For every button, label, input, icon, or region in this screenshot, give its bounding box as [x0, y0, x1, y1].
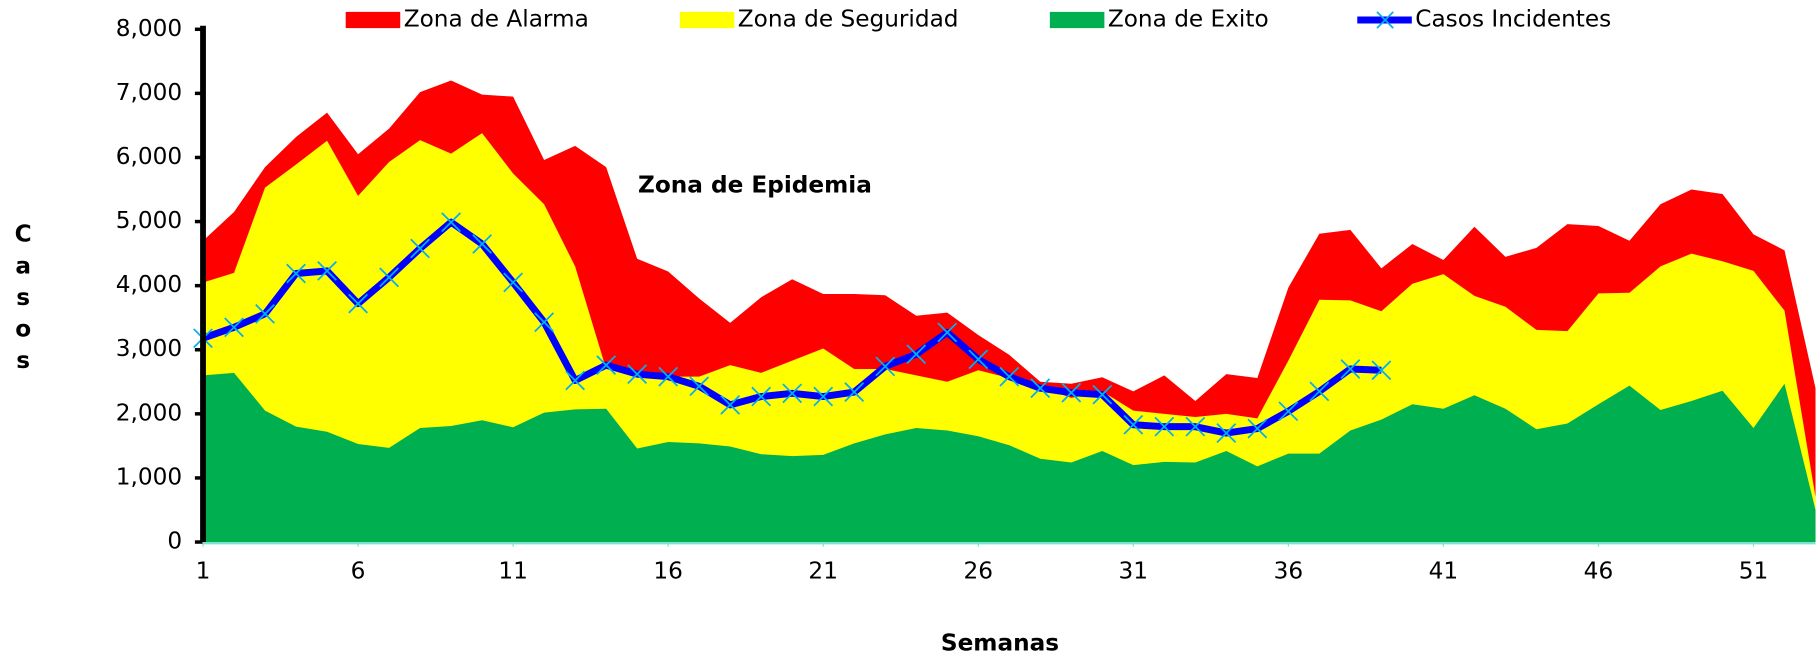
marker	[472, 234, 492, 254]
y-tick-label: 0	[167, 528, 182, 555]
marker	[1278, 401, 1299, 422]
y-tick-label: 4,000	[116, 271, 182, 298]
marker	[658, 366, 679, 387]
legend-item: Zona de Alarma	[345, 5, 589, 32]
y-tick-label: 8,000	[116, 15, 182, 42]
x-tick-label: 41	[1429, 558, 1459, 585]
x-tick-label: 26	[963, 558, 993, 585]
marker	[255, 303, 275, 324]
legend-label: Zona de Exito	[1108, 5, 1269, 32]
plot-area	[193, 80, 1816, 543]
x-tick-label: 6	[351, 558, 366, 585]
legend-item: Zona de Seguridad	[679, 5, 959, 32]
y-tick-label: 3,000	[116, 335, 182, 362]
marker	[1185, 416, 1206, 437]
x-tick-label: 16	[653, 558, 683, 585]
legend-label: Casos Incidentes	[1415, 5, 1611, 32]
marker	[813, 386, 834, 407]
marker	[1216, 423, 1237, 443]
marker	[410, 238, 430, 259]
x-tick-label: 11	[498, 558, 528, 585]
y-tick-label: 5,000	[116, 207, 182, 234]
marker	[441, 212, 461, 233]
x-tick-label: 31	[1119, 558, 1149, 585]
marker	[503, 272, 524, 293]
marker	[379, 267, 399, 288]
marker	[844, 382, 865, 402]
marker	[999, 366, 1020, 387]
x-tick-label: 46	[1584, 558, 1614, 585]
legend-marker	[1376, 11, 1394, 29]
x-axis-label: Semanas	[941, 630, 1059, 656]
marker	[720, 394, 741, 415]
marker	[875, 356, 896, 377]
marker	[596, 355, 617, 376]
marker	[937, 322, 958, 343]
marker	[1154, 416, 1175, 437]
annotation: Zona de Epidemia	[638, 171, 872, 198]
marker	[906, 344, 927, 365]
marker	[1309, 381, 1330, 402]
x-tick-label: 1	[196, 558, 211, 585]
marker	[1061, 382, 1082, 403]
marker	[627, 364, 648, 385]
marker	[689, 376, 710, 397]
marker	[751, 386, 772, 407]
marker	[534, 312, 555, 333]
legend-label: Zona de Alarma	[404, 5, 589, 32]
marker	[1123, 414, 1144, 435]
legend-item: Zona de Exito	[1049, 5, 1269, 32]
marker	[1030, 378, 1051, 399]
y-tick-label: 2,000	[116, 399, 182, 426]
marker	[1340, 359, 1361, 379]
area	[203, 372, 1816, 543]
marker	[317, 261, 337, 281]
marker	[286, 263, 306, 284]
legend-swatch	[1049, 11, 1105, 29]
marker	[1092, 384, 1113, 405]
marker	[1247, 418, 1268, 439]
legend-swatch	[345, 11, 401, 29]
x-tick-label: 51	[1739, 558, 1769, 585]
y-axis-label: Casos	[10, 221, 37, 379]
legend-label: Zona de Seguridad	[738, 5, 959, 32]
y-tick-label: 7,000	[116, 79, 182, 106]
legend-swatch	[679, 11, 735, 29]
marker	[968, 349, 989, 370]
legend-item: Casos Incidentes	[1357, 5, 1611, 32]
marker	[1371, 360, 1392, 381]
marker	[224, 317, 244, 338]
marker	[782, 383, 803, 404]
marker	[565, 370, 586, 391]
y-tick-label: 1,000	[116, 463, 182, 490]
x-tick-label: 36	[1274, 558, 1304, 585]
y-tick-label: 6,000	[116, 143, 182, 170]
x-tick-label: 21	[808, 558, 838, 585]
marker	[348, 293, 368, 314]
